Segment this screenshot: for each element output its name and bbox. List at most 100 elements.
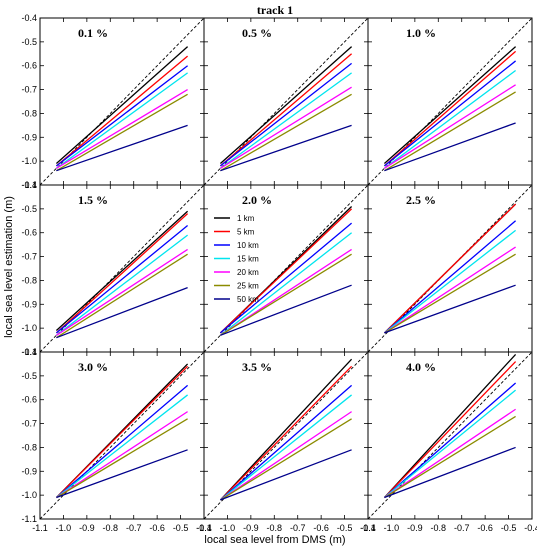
series-line-25km bbox=[56, 418, 188, 499]
x-tick-label: -1.1 bbox=[360, 523, 376, 533]
series-line-15km bbox=[384, 69, 516, 169]
panel-label: 3.5 % bbox=[242, 360, 272, 374]
legend-entry: 50 km bbox=[237, 295, 259, 304]
series-line-25km bbox=[220, 253, 352, 336]
series-line-20km bbox=[220, 411, 352, 501]
panel-01: -0.4 -0.5 -0.6 -0.7 -0.8 -0.9 -1.0 -1.1 0.1 % bbox=[21, 13, 205, 190]
panel-25: 2.5 % bbox=[367, 184, 533, 353]
series-line-20km bbox=[220, 248, 352, 336]
series-line-5km bbox=[219, 365, 353, 501]
series-line-5km bbox=[55, 55, 189, 167]
series-line-50km bbox=[220, 284, 352, 336]
series-line-10km bbox=[55, 225, 189, 334]
panel-05: 0.5 % bbox=[203, 17, 369, 186]
x-tick-label: -0.6 bbox=[149, 523, 165, 533]
series-line-50km bbox=[56, 449, 188, 499]
panel-label: 2.0 % bbox=[242, 193, 272, 207]
legend-entry: 1 km bbox=[237, 214, 255, 223]
series-line-20km bbox=[384, 84, 516, 169]
one-to-one-reference-line bbox=[367, 17, 533, 186]
x-tick-label: -0.6 bbox=[477, 523, 493, 533]
y-tick-label: -0.8 bbox=[21, 442, 37, 452]
panel-label: 1.5 % bbox=[78, 193, 108, 207]
figure-title: track 1 bbox=[257, 3, 293, 17]
series-line-50km bbox=[56, 124, 188, 172]
x-tick-label: -0.5 bbox=[337, 523, 353, 533]
x-tick-label: -1.1 bbox=[196, 523, 212, 533]
x-tick-label: -1.0 bbox=[384, 523, 400, 533]
series-line-20km bbox=[56, 248, 188, 336]
series-line-25km bbox=[220, 93, 352, 172]
y-axis-title: local sea level estimation (m) bbox=[3, 196, 15, 338]
series-line-50km bbox=[384, 122, 516, 172]
series-line-5km bbox=[219, 53, 353, 167]
x-tick-label: -0.7 bbox=[290, 523, 306, 533]
series-line-10km bbox=[383, 60, 517, 167]
legend-entry: 20 km bbox=[237, 268, 259, 277]
series-line-15km bbox=[56, 72, 188, 169]
panel-30: -0.4-0.5-0.6-0.7-0.8-0.9-1.0-1.1-1.1 -1.0… bbox=[21, 347, 211, 533]
series-line-5km bbox=[219, 208, 353, 334]
y-tick-label: -0.9 bbox=[21, 299, 37, 309]
series-line-50km bbox=[56, 286, 188, 339]
one-to-one-reference-line bbox=[203, 184, 369, 353]
y-tick-label: -0.6 bbox=[21, 395, 37, 405]
x-tick-label: -0.6 bbox=[313, 523, 329, 533]
series-line-15km bbox=[383, 389, 517, 499]
one-to-one-reference-line bbox=[367, 351, 533, 520]
series-line-15km bbox=[220, 72, 352, 169]
x-tick-label: -0.5 bbox=[501, 523, 517, 533]
y-tick-label: -0.8 bbox=[21, 108, 37, 118]
panel-35: -1.1 -1.0 -0.9 -0.8 -0.7 -0.6 -0.5 -0.4 3.5 % bbox=[196, 351, 376, 533]
x-tick-label: -0.8 bbox=[431, 523, 447, 533]
y-tick-label: -0.5 bbox=[21, 37, 37, 47]
y-tick-label: -0.4 bbox=[21, 180, 37, 190]
x-tick-label: -0.9 bbox=[243, 523, 259, 533]
y-tick-label: -0.4 bbox=[21, 13, 37, 23]
series-line-50km bbox=[220, 124, 352, 172]
y-tick-label: -1.0 bbox=[21, 490, 37, 500]
x-tick-label: -1.0 bbox=[56, 523, 72, 533]
one-to-one-reference-line bbox=[203, 351, 369, 520]
series-line-25km bbox=[56, 253, 188, 339]
y-tick-label: -0.5 bbox=[21, 204, 37, 214]
series-line-25km bbox=[56, 93, 188, 172]
x-tick-label: -0.8 bbox=[103, 523, 119, 533]
series-line-10km bbox=[55, 384, 189, 499]
x-tick-label: -0.4 bbox=[196, 523, 212, 533]
series-line-15km bbox=[56, 234, 188, 336]
series-line-10km bbox=[383, 382, 517, 499]
series-line-1km bbox=[383, 353, 517, 498]
series-line-5km bbox=[383, 50, 517, 167]
one-to-one-reference-line bbox=[203, 17, 369, 186]
x-axis-title: local sea level from DMS (m) bbox=[204, 534, 345, 546]
legend-entry: 10 km bbox=[237, 241, 259, 250]
series-line-15km bbox=[383, 229, 517, 334]
x-tick-label: -0.9 bbox=[407, 523, 423, 533]
series-line-50km bbox=[220, 449, 352, 501]
panel-label: 2.5 % bbox=[406, 193, 436, 207]
series-line-5km bbox=[55, 365, 189, 498]
panel-10: 1.0 % bbox=[367, 17, 533, 186]
one-to-one-reference-line bbox=[39, 351, 205, 520]
panel-15: -0.4 -0.5 -0.6 -0.7 -0.8 -0.9 -1.0 -1.1 1.5 % bbox=[21, 180, 205, 357]
series-line-5km bbox=[55, 213, 189, 334]
y-tick-label: -0.5 bbox=[21, 371, 37, 381]
one-to-one-reference-line bbox=[39, 184, 205, 353]
series-line-1km bbox=[55, 210, 189, 332]
series-line-25km bbox=[384, 415, 516, 499]
legend: 1 km 5 km 10 km 15 km 20 km 25 km 50 km bbox=[214, 214, 259, 304]
y-tick-label: -0.7 bbox=[21, 419, 37, 429]
y-tick-label: -0.6 bbox=[21, 61, 37, 71]
series-line-10km bbox=[219, 62, 353, 167]
y-tick-label: -0.9 bbox=[21, 132, 37, 142]
series-line-1km bbox=[219, 358, 353, 501]
series-line-5km bbox=[383, 203, 517, 334]
panel-20: 2.0 % 1 km 5 km 10 km 15 km 20 km 25 km 50 km bbox=[203, 184, 369, 353]
series-line-1km bbox=[55, 46, 189, 165]
series-line-20km bbox=[220, 86, 352, 169]
x-tick-label: -0.5 bbox=[173, 523, 189, 533]
series-line-20km bbox=[384, 246, 516, 334]
y-tick-label: -1.1 bbox=[21, 180, 37, 190]
